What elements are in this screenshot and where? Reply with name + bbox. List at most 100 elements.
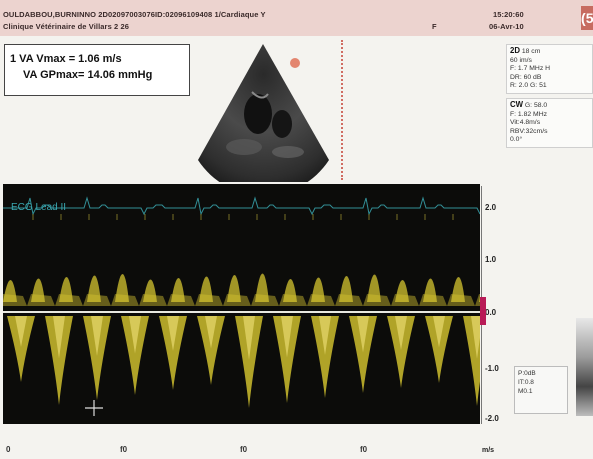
acquisition-info-box: P:0dB IT:0.8 M0.1 — [514, 366, 568, 414]
echo-sector-image — [196, 42, 331, 196]
negative-jet-core — [243, 316, 255, 360]
positive-envelope — [31, 278, 45, 302]
positive-fill — [223, 294, 251, 306]
side-mark: (5 — [581, 6, 593, 30]
negative-jet-core — [433, 316, 445, 348]
positive-envelope — [479, 296, 480, 302]
negative-jet-core — [205, 316, 217, 349]
positive-fill — [475, 294, 480, 306]
positive-fill — [195, 294, 223, 306]
depth-value: 18 cm — [521, 48, 541, 55]
exam-time: 15:20:60 — [493, 10, 524, 19]
param-2d-line: 60 im/s — [510, 56, 532, 64]
frame-marker: F — [432, 22, 437, 31]
positive-envelope — [3, 280, 17, 302]
cw-cursor-line — [341, 40, 343, 180]
negative-jet-core — [471, 316, 480, 359]
time-axis-label: f0 — [120, 445, 128, 454]
info-line: M0.1 — [518, 388, 533, 395]
negative-jet — [273, 316, 301, 403]
positive-envelope — [255, 273, 269, 302]
param-cw-line: Vit:4.8m/s — [510, 119, 541, 127]
ecg-trace — [3, 196, 480, 216]
panel-cw-block: CW G: 58.0 F: 1.82 MHz Vit:4.8m/s RBV:32… — [506, 97, 593, 148]
positive-fill — [279, 294, 307, 306]
negative-jet-core — [15, 316, 27, 347]
positive-envelope — [199, 276, 213, 302]
negative-jet — [311, 316, 339, 398]
positive-fill — [251, 294, 279, 306]
baseline-marker[interactable] — [480, 297, 486, 325]
scale-tick-label: 0.0 — [485, 308, 497, 317]
positive-fill — [447, 294, 475, 306]
positive-envelope — [423, 278, 437, 302]
param-cw-line: F: 1.82 MHz — [510, 110, 548, 118]
positive-fill — [419, 294, 447, 306]
measurement-box: 1 VA Vmax = 1.06 m/s VA GPmax= 14.06 mmH… — [4, 44, 190, 96]
positive-fill — [391, 294, 419, 306]
parameter-panel: 2D 18 cm 60 im/s F: 1.7 MHz H DR: 60 dB … — [506, 44, 593, 152]
patient-info-line: OULDABBOU,BURNINNO 2D02097003076ID:02096… — [3, 10, 266, 19]
positive-envelope — [451, 277, 465, 302]
negative-jet — [235, 316, 263, 408]
positive-envelope — [367, 274, 381, 302]
positive-fill — [167, 294, 195, 306]
param-cw-line: RBV:32cm/s — [510, 127, 548, 135]
patient-header: OULDABBOU,BURNINNO 2D02097003076ID:02096… — [0, 0, 593, 36]
param-cw-line: 0.0° — [510, 136, 523, 144]
negative-jet — [349, 316, 377, 393]
vmax-readout: 1 VA Vmax = 1.06 m/s — [10, 53, 122, 65]
negative-jet-core — [395, 316, 407, 350]
mode-2d-label: 2D — [510, 46, 520, 55]
scale-tick-label: 2.0 — [485, 203, 497, 212]
negative-jet — [45, 316, 73, 405]
positive-fill — [335, 294, 363, 306]
positive-fill — [111, 294, 139, 306]
param-2d-line: F: 1.7 MHz H — [510, 65, 551, 73]
mode-cw-label: CW — [510, 99, 523, 109]
positive-envelope — [143, 279, 157, 302]
negative-jet-core — [91, 316, 103, 356]
positive-envelope — [171, 278, 185, 302]
positive-fill — [3, 294, 27, 306]
positive-fill — [55, 294, 83, 306]
positive-envelope — [87, 275, 101, 302]
positive-envelope — [115, 274, 129, 302]
positive-fill — [27, 294, 55, 306]
gpmax-readout: VA GPmax= 14.06 mmHg — [23, 69, 153, 81]
doppler-trace: ECG Lead II — [3, 196, 480, 416]
positive-fill — [363, 294, 391, 306]
negative-jet-core — [129, 316, 141, 354]
grayscale-bar — [576, 318, 593, 416]
positive-envelope — [59, 277, 73, 302]
negative-jet — [121, 316, 149, 395]
positive-envelope — [283, 279, 297, 302]
positive-fill — [83, 294, 111, 306]
positive-envelope — [227, 275, 241, 302]
focus-marker — [290, 58, 300, 68]
negative-jet-core — [53, 316, 65, 359]
time-axis: 0 f0 f0 f0 — [0, 443, 500, 459]
negative-jet — [7, 316, 35, 382]
negative-jet — [83, 316, 111, 400]
time-axis-label: 0 — [6, 445, 11, 454]
cw-gain-value: G: 58.0 — [524, 101, 548, 109]
scale-tick-label: 1.0 — [485, 255, 497, 264]
negative-jet — [387, 316, 415, 388]
param-2d-line: R: 2.0 G: 51 — [510, 82, 547, 90]
positive-envelope — [311, 277, 325, 302]
param-2d-line: DR: 60 dB — [510, 73, 542, 81]
info-line: IT:0.8 — [518, 379, 534, 386]
negative-jet-core — [167, 316, 179, 351]
scale-unit: m/s — [482, 447, 495, 454]
negative-jet — [159, 316, 187, 390]
negative-jet-core — [357, 316, 369, 353]
positive-fill — [139, 294, 167, 306]
time-axis-label: f0 — [240, 445, 248, 454]
positive-fill — [307, 294, 335, 306]
info-line: P:0dB — [518, 370, 536, 377]
negative-jet-core — [319, 316, 331, 355]
clinic-info-line: Clinique Vétérinaire de Villars 2 26 — [3, 22, 130, 31]
positive-envelope — [395, 280, 409, 302]
positive-envelope — [339, 276, 353, 302]
